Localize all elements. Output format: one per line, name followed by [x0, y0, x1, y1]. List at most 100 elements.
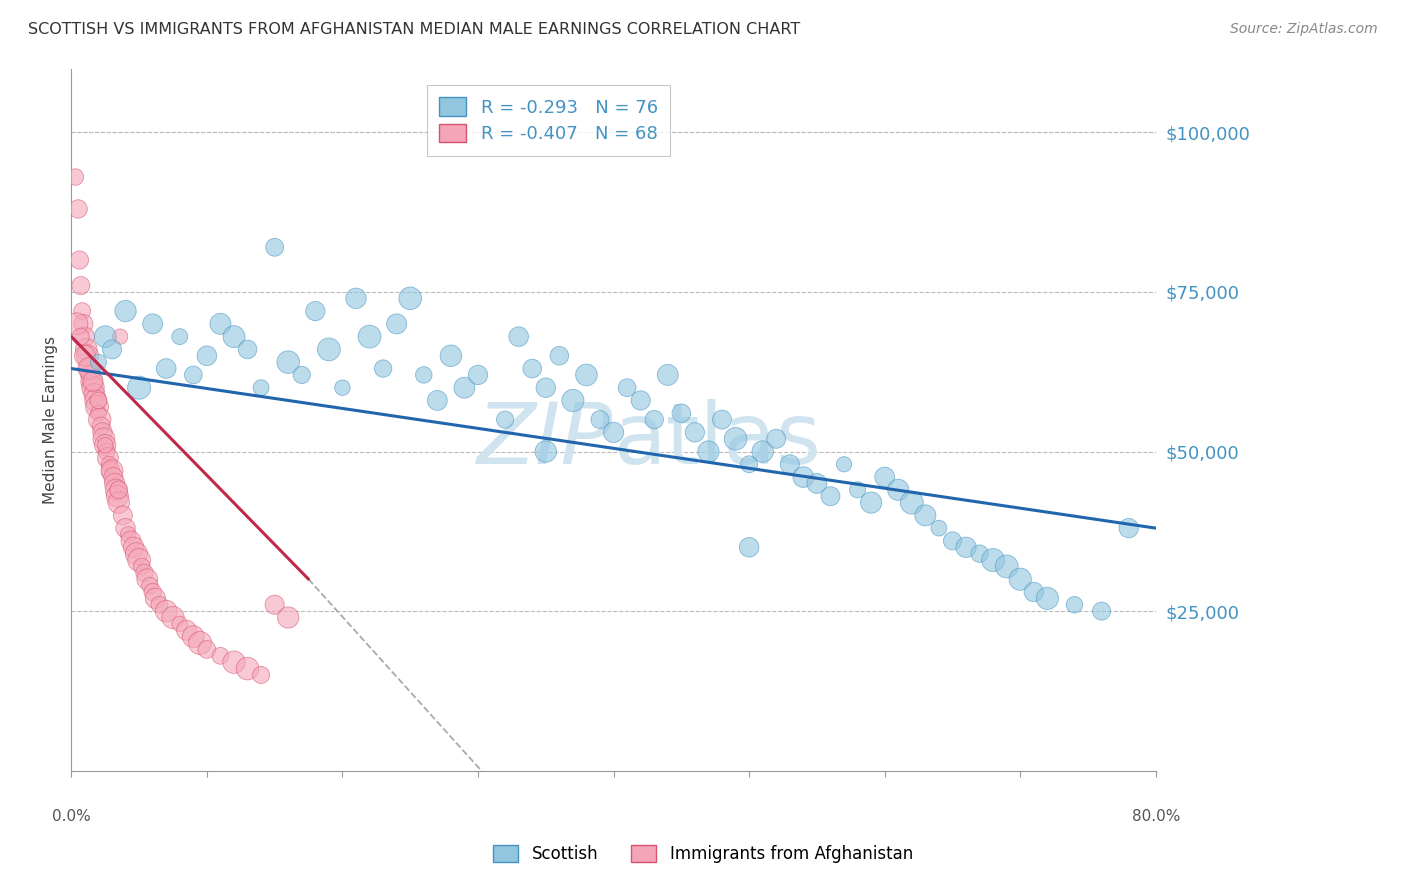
Point	[122, 541, 145, 555]
Point	[291, 368, 314, 382]
Point	[84, 393, 107, 408]
Point	[522, 361, 544, 376]
Point	[169, 616, 191, 631]
Point	[195, 349, 218, 363]
Point	[93, 432, 115, 446]
Point	[107, 489, 129, 503]
Point	[108, 329, 131, 343]
Point	[332, 381, 354, 395]
Point	[250, 668, 273, 682]
Point	[643, 412, 665, 426]
Legend: R = -0.293   N = 76, R = -0.407   N = 68: R = -0.293 N = 76, R = -0.407 N = 68	[426, 85, 671, 156]
Point	[142, 317, 165, 331]
Point	[832, 458, 855, 472]
Point	[94, 438, 117, 452]
Point	[630, 393, 652, 408]
Point	[82, 374, 104, 388]
Point	[87, 406, 110, 420]
Point	[76, 349, 98, 363]
Point	[236, 343, 259, 357]
Point	[155, 604, 177, 618]
Point	[195, 642, 218, 657]
Point	[66, 317, 89, 331]
Point	[139, 578, 162, 592]
Point	[955, 541, 977, 555]
Point	[1118, 521, 1140, 535]
Point	[148, 598, 170, 612]
Point	[87, 355, 110, 369]
Point	[94, 438, 117, 452]
Point	[616, 381, 638, 395]
Point	[89, 412, 111, 426]
Point	[738, 541, 761, 555]
Point	[75, 343, 97, 357]
Point	[105, 483, 128, 497]
Point	[162, 610, 184, 624]
Point	[711, 412, 734, 426]
Point	[176, 624, 198, 638]
Point	[765, 432, 787, 446]
Point	[508, 329, 530, 343]
Point	[371, 361, 394, 376]
Point	[209, 317, 232, 331]
Point	[399, 291, 422, 305]
Point	[901, 495, 924, 509]
Point	[181, 368, 204, 382]
Point	[181, 630, 204, 644]
Point	[209, 648, 232, 663]
Point	[70, 304, 93, 318]
Point	[69, 278, 91, 293]
Text: atlas: atlas	[613, 400, 821, 483]
Point	[222, 329, 245, 343]
Point	[534, 444, 557, 458]
Point	[602, 425, 624, 440]
Point	[779, 458, 801, 472]
Point	[914, 508, 936, 523]
Point	[96, 444, 118, 458]
Point	[114, 304, 136, 318]
Point	[107, 483, 129, 497]
Point	[385, 317, 408, 331]
Point	[101, 464, 124, 478]
Point	[80, 374, 103, 388]
Point	[83, 387, 105, 401]
Point	[142, 585, 165, 599]
Point	[1063, 598, 1085, 612]
Point	[79, 368, 101, 382]
Point	[111, 508, 134, 523]
Point	[548, 349, 571, 363]
Point	[751, 444, 773, 458]
Point	[1036, 591, 1059, 606]
Point	[928, 521, 950, 535]
Point	[188, 636, 211, 650]
Point	[318, 343, 340, 357]
Point	[671, 406, 693, 420]
Point	[860, 495, 883, 509]
Point	[1010, 572, 1032, 586]
Point	[426, 393, 449, 408]
Point	[155, 361, 177, 376]
Point	[94, 329, 117, 343]
Point	[69, 329, 91, 343]
Point	[263, 598, 285, 612]
Point	[440, 349, 463, 363]
Point	[724, 432, 747, 446]
Point	[134, 566, 156, 580]
Legend: Scottish, Immigrants from Afghanistan: Scottish, Immigrants from Afghanistan	[481, 833, 925, 875]
Point	[697, 444, 720, 458]
Point	[91, 425, 114, 440]
Point	[101, 343, 124, 357]
Point	[131, 559, 153, 574]
Point	[86, 400, 108, 414]
Point	[846, 483, 869, 497]
Point	[657, 368, 679, 382]
Point	[73, 329, 96, 343]
Point	[575, 368, 598, 382]
Point	[125, 547, 148, 561]
Point	[128, 553, 150, 567]
Point	[65, 169, 87, 184]
Point	[103, 470, 125, 484]
Y-axis label: Median Male Earnings: Median Male Earnings	[44, 335, 58, 504]
Point	[969, 547, 991, 561]
Point	[120, 533, 142, 548]
